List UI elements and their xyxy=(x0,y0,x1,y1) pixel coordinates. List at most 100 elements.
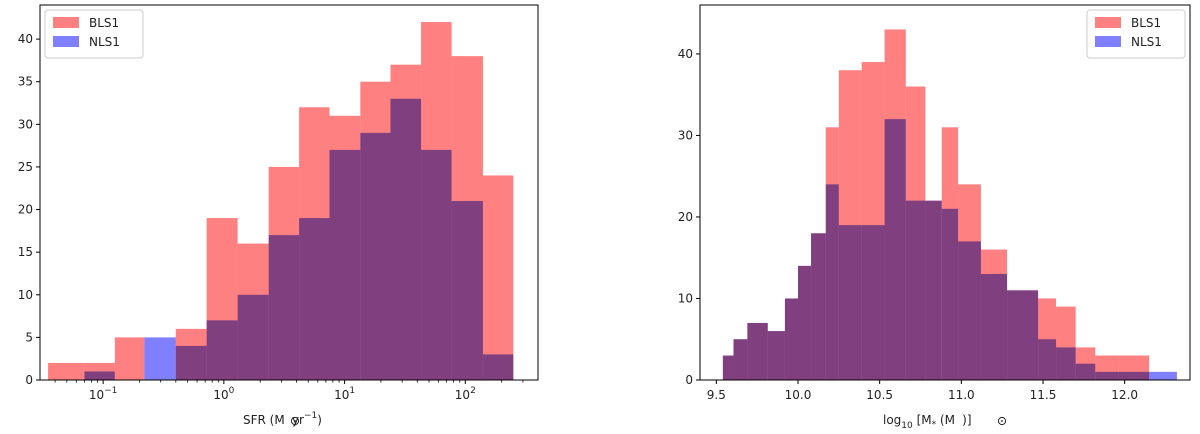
plot-frame xyxy=(699,4,1191,381)
y-tick-label: 40 xyxy=(678,47,693,61)
tick-base: 10 xyxy=(455,388,470,402)
bar-nls1 xyxy=(206,320,238,380)
y-tick-label: 0 xyxy=(25,373,33,387)
label-main: log xyxy=(883,413,901,427)
bar-nls1 xyxy=(1038,339,1057,380)
bar-bls1 xyxy=(482,175,514,380)
x-tick-label: 102 xyxy=(455,386,476,402)
label-subscript: 10 xyxy=(901,421,913,431)
bar-nls1 xyxy=(268,235,300,380)
x-tick-label: 101 xyxy=(334,386,355,402)
x-axis-label: log10 [M* (M )] xyxy=(883,413,972,431)
x-tick-label: 10.5 xyxy=(866,388,893,402)
legend-swatch-nls1 xyxy=(1095,36,1121,47)
sun-symbol xyxy=(997,416,1007,426)
bar-nls1 xyxy=(1118,371,1150,380)
tick-exponent: 2 xyxy=(470,386,476,396)
histogram-bars xyxy=(722,29,1177,381)
bar-nls1 xyxy=(482,354,514,380)
tick-base: 10 xyxy=(89,388,104,402)
y-tick-label: 15 xyxy=(18,245,33,259)
label-space xyxy=(285,413,292,427)
y-tick-label: 20 xyxy=(678,210,693,224)
y-tick-label: 25 xyxy=(18,160,33,174)
series-nls1 xyxy=(84,98,514,380)
tick-exponent: 1 xyxy=(349,386,355,396)
bar-nls1 xyxy=(767,331,785,380)
histogram-bars xyxy=(48,22,514,381)
label-close: ) xyxy=(317,413,322,427)
y-tick-label: 35 xyxy=(18,75,33,89)
legend: BLS1 NLS1 xyxy=(1086,9,1186,59)
legend-label-bls1: BLS1 xyxy=(89,16,119,30)
bar-bls1 xyxy=(114,337,145,380)
x-tick-label: 9.5 xyxy=(707,388,726,402)
bar-nls1 xyxy=(798,265,812,380)
bar-nls1 xyxy=(884,119,906,380)
bar-nls1 xyxy=(722,355,734,380)
y-tick-label: 20 xyxy=(18,203,33,217)
bar-nls1 xyxy=(784,298,798,380)
bar-nls1 xyxy=(838,225,862,380)
bar-nls1 xyxy=(1075,363,1096,380)
label-close: )] xyxy=(962,413,971,427)
bar-nls1 xyxy=(1007,290,1039,380)
bar-nls1 xyxy=(390,98,422,380)
legend-swatch-bls1 xyxy=(1095,17,1121,28)
y-tick-label: 5 xyxy=(25,330,33,344)
bar-nls1 xyxy=(237,294,269,380)
x-tick-label: 10−1 xyxy=(89,386,118,402)
x-tick-label: 11.0 xyxy=(948,388,975,402)
bar-nls1 xyxy=(299,218,330,380)
bar-nls1 xyxy=(941,208,959,380)
legend: BLS1 NLS1 xyxy=(44,9,144,59)
label-rest: [M xyxy=(913,413,932,427)
y-tick-label: 0 xyxy=(685,373,693,387)
sun-symbol xyxy=(290,416,300,426)
label-space xyxy=(955,413,962,427)
bar-nls1 xyxy=(980,274,1008,380)
legend-label-bls1: BLS1 xyxy=(1131,16,1161,30)
tick-exponent: 0 xyxy=(229,386,235,396)
plot-frame xyxy=(39,4,539,381)
y-tick-label: 30 xyxy=(678,128,693,142)
x-tick-label: 10.0 xyxy=(785,388,812,402)
bar-nls1 xyxy=(958,241,981,380)
legend-label-nls1: NLS1 xyxy=(1131,35,1162,49)
y-tick-label: 40 xyxy=(18,32,33,46)
y-tick-label: 10 xyxy=(678,291,693,305)
bar-nls1 xyxy=(825,184,839,380)
x-tick-label: 11.5 xyxy=(1030,388,1057,402)
legend-swatch-nls1 xyxy=(53,36,79,47)
bar-nls1 xyxy=(1056,347,1076,380)
sun-symbol-dot xyxy=(294,420,296,422)
tick-base: 10 xyxy=(213,388,228,402)
bar-nls1 xyxy=(451,201,483,380)
x-axis-label: SFR (M yr−1) xyxy=(243,411,322,427)
label-unit: yr xyxy=(292,413,304,427)
y-tick-label: 10 xyxy=(18,288,33,302)
bar-nls1 xyxy=(905,200,926,380)
x-tick-label: 100 xyxy=(213,386,234,402)
bar-nls1 xyxy=(733,339,748,380)
series-nls1 xyxy=(722,119,1177,380)
legend-label-nls1: NLS1 xyxy=(89,35,120,49)
bar-nls1 xyxy=(811,233,826,380)
legend-swatch-bls1 xyxy=(53,17,79,28)
tick-exponent: −1 xyxy=(104,386,117,396)
bar-nls1 xyxy=(925,200,942,380)
sun-symbol-dot xyxy=(1001,420,1003,422)
label-star: * xyxy=(932,420,937,430)
tick-base: 10 xyxy=(334,388,349,402)
bar-nls1 xyxy=(421,149,452,380)
bar-nls1 xyxy=(861,225,885,380)
y-tick-label: 30 xyxy=(18,117,33,131)
label-main: SFR (M xyxy=(243,413,285,427)
x-tick-label: 12.0 xyxy=(1111,388,1138,402)
bar-nls1 xyxy=(747,322,768,380)
bar-nls1 xyxy=(84,371,115,380)
